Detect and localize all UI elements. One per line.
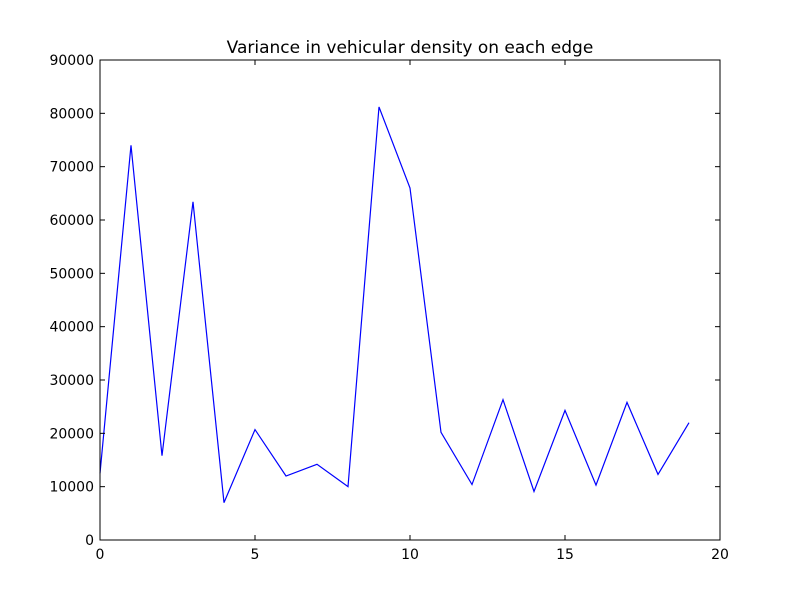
x-tick-label: 10 xyxy=(401,547,419,563)
x-tick-label: 5 xyxy=(251,547,260,563)
chart-title: Variance in vehicular density on each ed… xyxy=(227,38,594,58)
y-tick-label: 0 xyxy=(85,533,94,549)
y-tick-label: 40000 xyxy=(49,320,94,336)
y-tick-label: 70000 xyxy=(49,160,94,176)
plot-area xyxy=(99,106,690,503)
y-tick-label: 30000 xyxy=(49,373,94,389)
y-tick-label: 90000 xyxy=(49,53,94,69)
x-tick-label: 20 xyxy=(711,547,729,563)
y-tick-label: 80000 xyxy=(49,106,94,122)
plot-frame xyxy=(99,59,721,541)
y-tick-label: 60000 xyxy=(49,213,94,229)
x-tick-label: 15 xyxy=(556,547,574,563)
series-line-0 xyxy=(99,106,690,503)
x-tick-label: 0 xyxy=(96,547,105,563)
y-tick-label: 20000 xyxy=(49,426,94,442)
axes: 0 5 10 15 20 0 10000 20000 30000 40000 50000 60000 7… xyxy=(49,53,728,563)
y-tick-label: 50000 xyxy=(49,266,94,282)
y-tick-label: 10000 xyxy=(49,480,94,496)
